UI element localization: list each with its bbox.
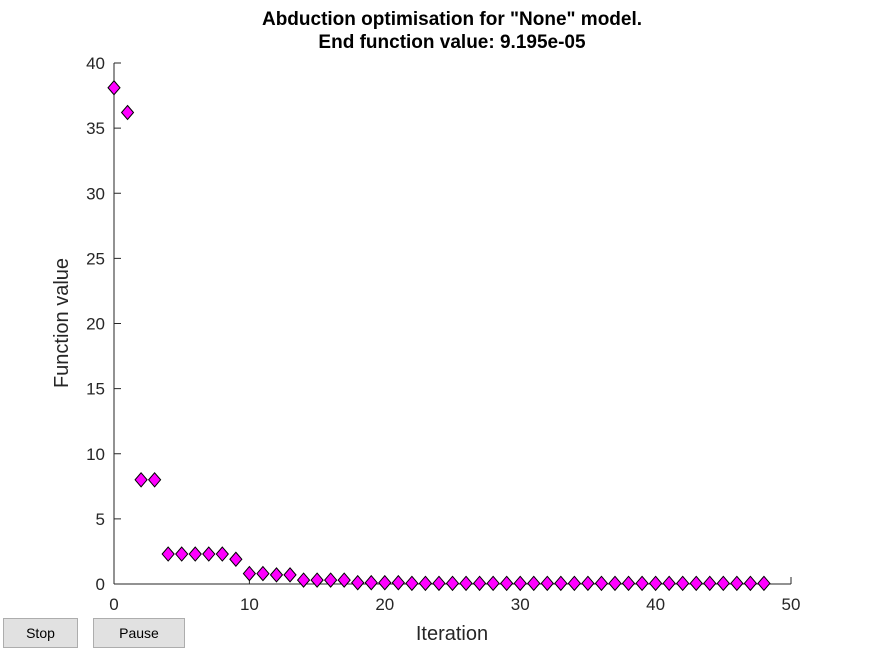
y-tick-label: 40 [86,54,105,73]
data-point [120,104,135,121]
y-tick-label: 5 [96,510,105,529]
data-point [635,575,649,592]
x-tick-label: 20 [375,595,394,614]
data-point [648,575,663,592]
x-tick-label: 30 [511,595,530,614]
y-tick-label: 35 [86,119,105,138]
data-point [391,574,405,591]
data-point [175,546,189,562]
stop-button[interactable]: Stop [3,618,78,648]
data-point [418,575,433,592]
axes [113,63,791,585]
data-point [337,572,351,588]
data-point [269,567,284,583]
data-point [567,575,582,592]
data-point [445,575,460,592]
data-point [500,575,514,592]
x-tick-label: 0 [109,595,118,614]
data-point [459,575,473,592]
chart-title-line-1: Abduction optimisation for "None" model. [262,9,642,30]
data-point [242,565,257,582]
x-tick-label: 10 [240,595,259,614]
x-tick-label: 50 [782,595,801,614]
data-point [364,574,378,591]
data-point [323,572,338,588]
data-point [188,546,202,562]
data-point [283,567,297,583]
y-tick-label: 0 [96,575,105,594]
data-point [378,574,392,591]
x-tick-label: 40 [646,595,665,614]
data-point [716,575,730,592]
data-point [703,575,717,592]
data-point [161,546,175,562]
y-tick-label: 10 [86,445,105,464]
y-axis-ticks: 0 5 10 15 20 25 30 35 40 [86,54,121,594]
chart-title-line-2: End function value: 9.195e-05 [318,32,586,53]
data-point [134,472,148,488]
data-point [351,574,365,591]
data-point [743,575,758,592]
data-point [662,575,676,592]
x-axis-label: Iteration [416,623,488,645]
y-tick-label: 20 [86,315,105,334]
data-point [202,546,216,562]
y-tick-label: 25 [86,249,105,268]
data-point [527,575,541,592]
data-point [689,575,703,592]
data-point [581,575,595,592]
data-point [472,575,487,592]
data-point [676,575,690,592]
data-point [229,551,243,568]
y-axis-label: Function value [51,258,73,388]
data-point [296,572,311,588]
data-point [513,575,527,592]
x-axis-ticks: 0 10 20 30 40 50 [109,577,800,614]
data-point [107,79,121,96]
data-point [486,575,500,592]
data-point [147,472,162,488]
data-point [554,575,568,592]
data-point [757,575,771,592]
y-tick-label: 30 [86,184,105,203]
data-point [256,565,270,582]
data-point [730,575,744,592]
data-point [215,546,229,562]
y-tick-label: 15 [86,380,105,399]
data-point [621,575,636,592]
data-point [432,575,446,592]
data-point [540,575,554,592]
pause-button[interactable]: Pause [93,618,185,648]
chart-title: Abduction optimisation for "None" model.… [262,9,642,53]
data-point [608,575,622,592]
data-point [405,575,419,592]
data-point [310,572,324,588]
data-point [594,575,609,592]
data-points [107,79,771,592]
